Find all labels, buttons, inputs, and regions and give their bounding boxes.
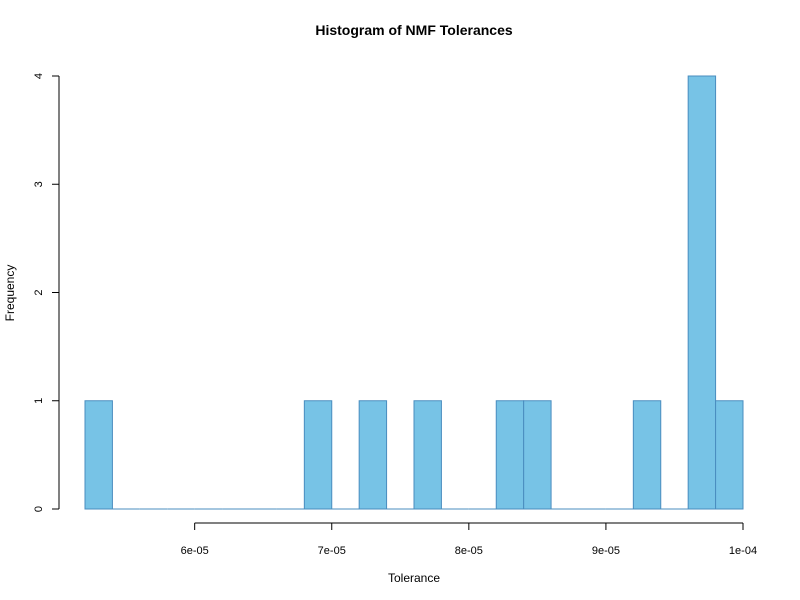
y-tick-label: 1 — [33, 398, 45, 404]
histogram-bar — [303, 400, 333, 510]
y-tick-label: 4 — [33, 73, 45, 79]
bars-group — [84, 75, 744, 510]
histogram-bar — [715, 400, 744, 510]
histogram-bar — [687, 75, 717, 510]
x-tick-label: 8e-05 — [455, 545, 483, 557]
chart-title: Histogram of NMF Tolerances — [315, 22, 513, 38]
y-tick-label: 0 — [33, 506, 45, 512]
x-tick-label: 7e-05 — [318, 545, 346, 557]
x-tick-label: 6e-05 — [181, 545, 209, 557]
x-axis: 6e-05 7e-05 8e-05 9e-05 1e-04 — [181, 522, 757, 557]
histogram-bar — [495, 400, 525, 510]
y-axis: 0 1 2 3 4 — [33, 73, 60, 512]
histogram-bar — [632, 400, 662, 510]
x-axis-label: Tolerance — [388, 571, 440, 585]
x-tick-label: 9e-05 — [592, 545, 620, 557]
histogram-bar — [84, 400, 113, 510]
x-tick-label: 1e-04 — [729, 545, 757, 557]
y-tick-label: 2 — [33, 289, 45, 295]
histogram-bar — [413, 400, 442, 510]
y-tick-label: 3 — [33, 181, 45, 187]
histogram-bar — [358, 400, 388, 510]
histogram-bar — [523, 400, 552, 510]
y-axis-label: Frequency — [3, 265, 17, 322]
